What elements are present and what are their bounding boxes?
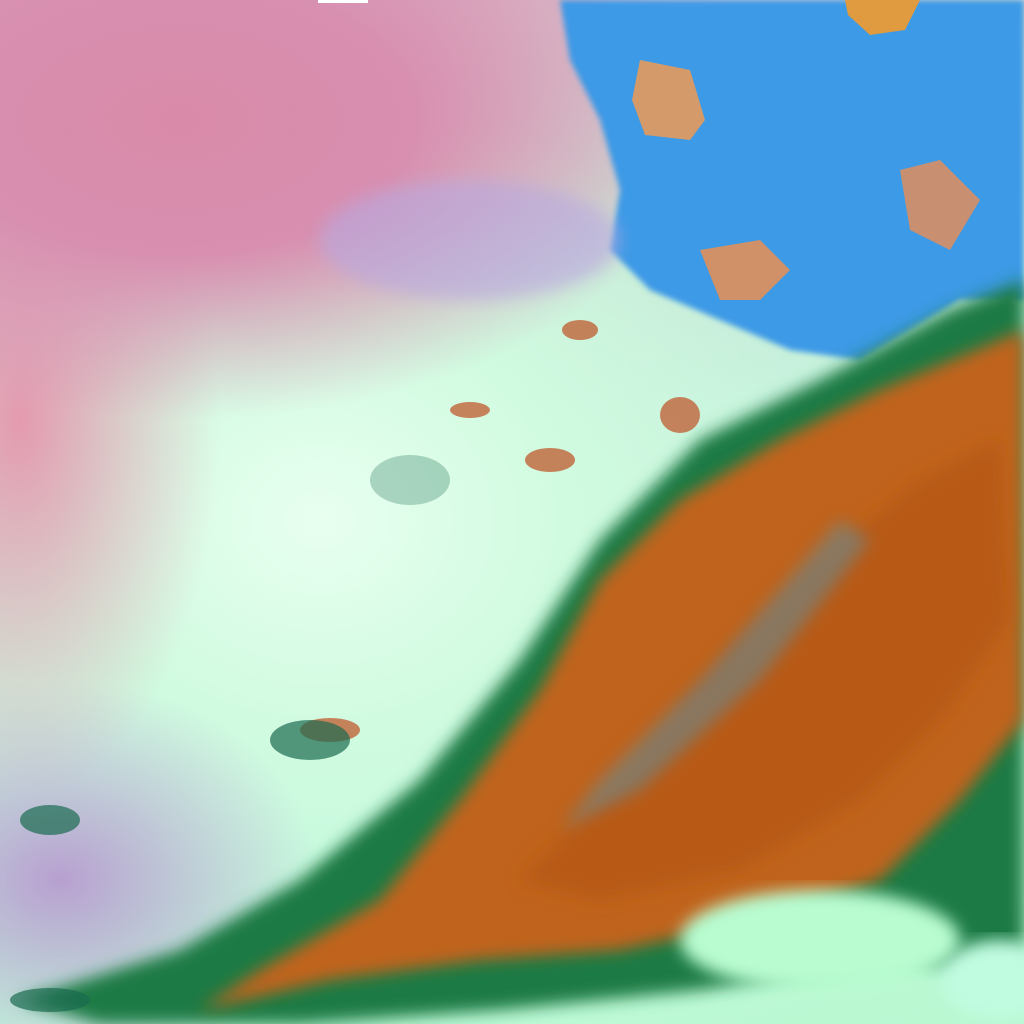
bright-cloud	[680, 890, 960, 990]
white-mark	[318, 0, 368, 3]
cloud-seam	[560, 520, 870, 830]
island	[845, 0, 920, 35]
orange-cloud-band	[200, 330, 1024, 1010]
bright-cloud	[940, 940, 1024, 1020]
haze	[320, 180, 620, 300]
island	[700, 240, 790, 300]
island	[900, 160, 980, 250]
island	[632, 60, 705, 140]
dark-cloud-specks	[10, 455, 450, 1012]
